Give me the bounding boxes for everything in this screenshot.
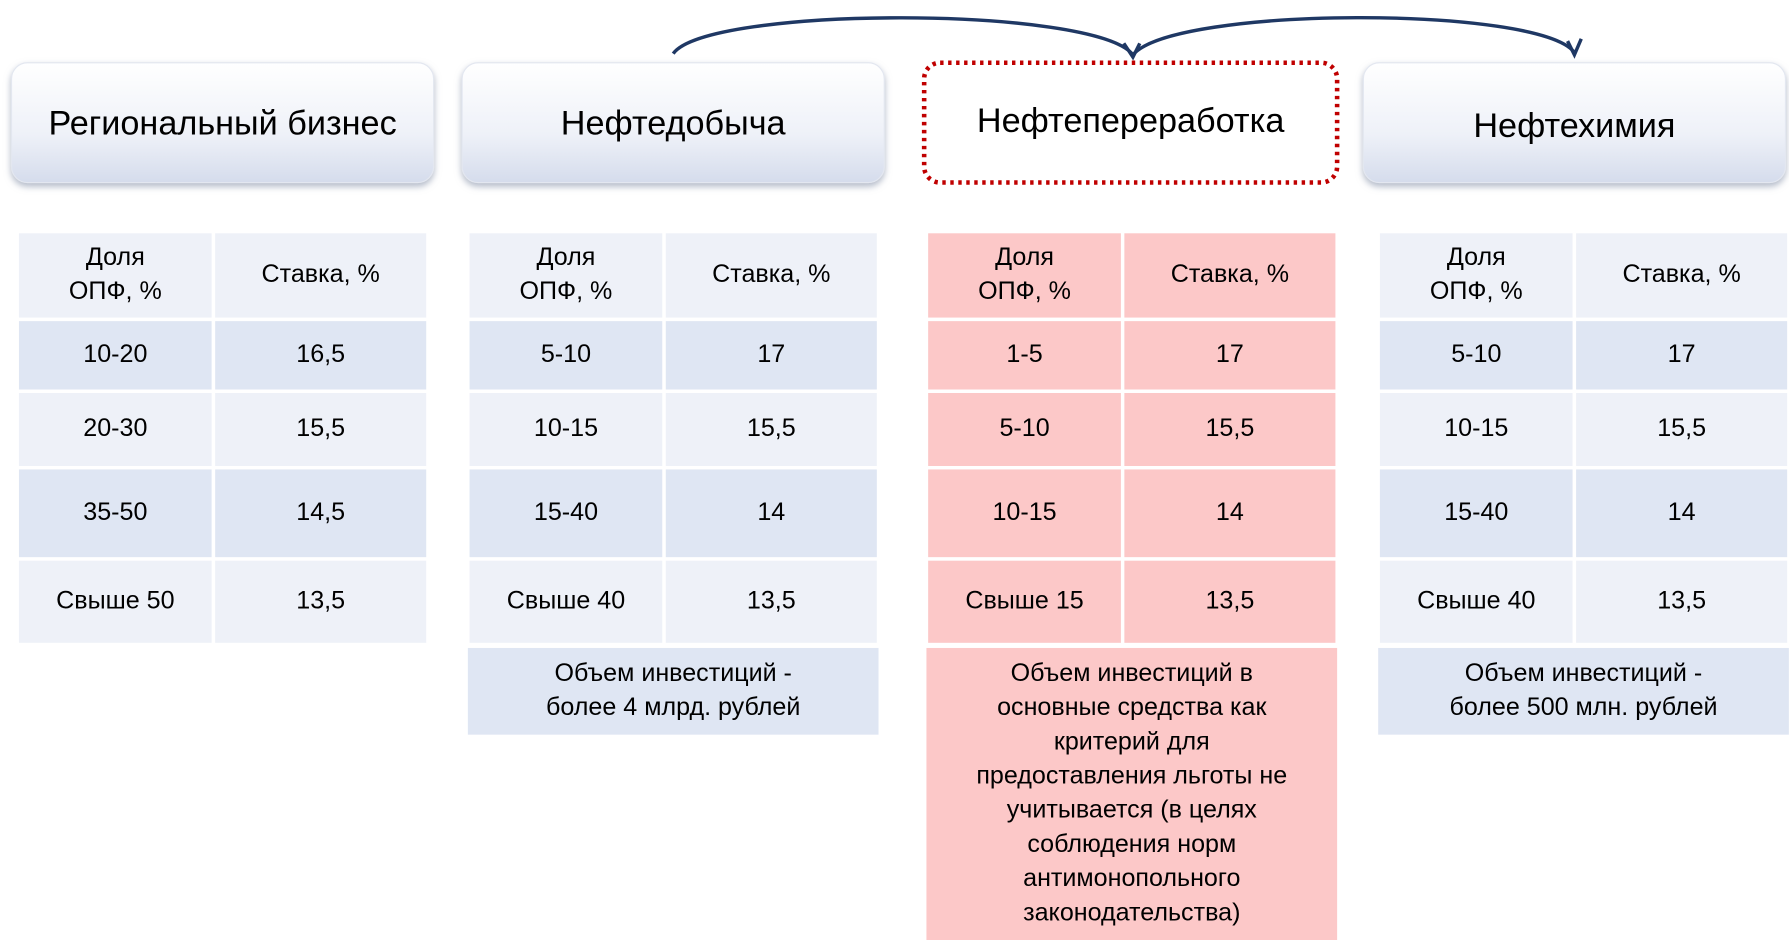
table-cell — [662, 389, 881, 470]
header-title: Региональный бизнес — [48, 105, 396, 143]
table-cell — [466, 466, 666, 561]
table-value: 5-10 — [999, 414, 1049, 442]
table-value: 14 — [1668, 498, 1696, 526]
table-value: 15-40 — [534, 498, 598, 526]
table-value: 10-15 — [534, 414, 598, 442]
table-cell — [1120, 557, 1339, 647]
arrow — [1131, 16, 1576, 56]
table-value: 15,5 — [1205, 414, 1254, 442]
table-value: Свыше 40 — [507, 586, 625, 614]
note-text: более 4 млрд. рублей — [546, 693, 800, 721]
header-box — [461, 62, 885, 184]
table-cell — [924, 389, 1125, 470]
table-cell — [1572, 466, 1789, 561]
table-value: 10-15 — [992, 498, 1056, 526]
table-value: 15,5 — [747, 414, 796, 442]
table-cell — [662, 557, 881, 647]
table-value: Свыше 40 — [1417, 586, 1535, 614]
table-cell — [1572, 317, 1789, 393]
column-header: ОПФ, % — [520, 277, 613, 305]
header-title: Нефтехимия — [1473, 107, 1675, 145]
note-text: законодательства) — [1023, 898, 1240, 926]
header-box — [10, 62, 435, 184]
table-value: Свыше 50 — [56, 586, 174, 614]
note-text: критерий для — [1054, 727, 1210, 755]
table-cell — [662, 229, 881, 322]
table-cell — [1376, 557, 1577, 647]
header-box — [1362, 62, 1787, 184]
table-value: 17 — [1668, 340, 1696, 368]
table-cell — [1120, 466, 1339, 561]
note-box — [467, 647, 879, 735]
table-cell — [1120, 229, 1339, 322]
table-value: 10-20 — [83, 340, 147, 368]
table-value: 14 — [757, 498, 785, 526]
table-cell — [662, 317, 881, 393]
header-title: Нефтедобыча — [561, 105, 787, 143]
column-header: Ставка, % — [712, 260, 830, 288]
table-value: 13,5 — [296, 586, 345, 614]
table-cell — [924, 557, 1125, 647]
table-cell — [15, 229, 216, 322]
note-text: учитывается (в целях — [1007, 796, 1258, 824]
table-value: 10-15 — [1444, 414, 1508, 442]
table-value: 13,5 — [747, 586, 796, 614]
note-box — [1378, 647, 1789, 735]
note-text: основные средства как — [997, 693, 1267, 721]
table-cell — [1376, 389, 1577, 470]
arrow-head — [1122, 42, 1142, 61]
column-header: ОПФ, % — [69, 277, 162, 305]
note-text: предоставления льготы не — [976, 761, 1287, 789]
table-value: 15-40 — [1444, 498, 1508, 526]
table-value: 15,5 — [1657, 414, 1706, 442]
column-header: Ставка, % — [1622, 260, 1740, 288]
column-header: Доля — [1447, 243, 1506, 271]
table-cell — [15, 317, 216, 393]
column-header: Ставка, % — [1171, 260, 1289, 288]
note-text: соблюдения норм — [1027, 830, 1236, 858]
table-value: 13,5 — [1657, 586, 1706, 614]
table-value: 5-10 — [541, 340, 591, 368]
note-text: антимонопольного — [1023, 864, 1240, 892]
note-box — [926, 647, 1338, 940]
table-value: 35-50 — [83, 498, 147, 526]
table-value: 5-10 — [1451, 340, 1501, 368]
table-cell — [466, 229, 666, 322]
table-cell — [1572, 389, 1789, 470]
table-value: 17 — [1216, 340, 1244, 368]
table-cell — [211, 466, 430, 561]
column-header: Доля — [86, 243, 145, 271]
arrow — [671, 16, 1135, 56]
table-cell — [1120, 317, 1339, 393]
note-text: Объем инвестиций - — [554, 659, 791, 687]
note-text: Объем инвестиций - — [1465, 659, 1702, 687]
table-value: 1-5 — [1006, 340, 1042, 368]
table-cell — [1572, 557, 1789, 647]
table-value: 16,5 — [296, 340, 345, 368]
arrow-head — [1566, 38, 1583, 59]
table-value: 20-30 — [83, 414, 147, 442]
header-box — [921, 60, 1340, 185]
table-value: Свыше 15 — [965, 586, 1083, 614]
table-cell — [1120, 389, 1339, 470]
column-header: Доля — [995, 243, 1054, 271]
column-header: Ставка, % — [262, 260, 380, 288]
table-cell — [662, 466, 881, 561]
table-cell — [211, 389, 430, 470]
column-header: ОПФ, % — [978, 277, 1071, 305]
table-cell — [211, 557, 430, 647]
table-value: 14 — [1216, 498, 1244, 526]
column-header: Доля — [537, 243, 596, 271]
table-value: 15,5 — [296, 414, 345, 442]
table-cell — [466, 557, 666, 647]
note-text: Объем инвестиций в — [1011, 659, 1253, 687]
note-text: более 500 млн. рублей — [1450, 693, 1718, 721]
table-value: 13,5 — [1205, 586, 1254, 614]
header-title: Нефтепереработка — [977, 102, 1285, 140]
table-value: 17 — [757, 340, 785, 368]
table-value: 14,5 — [296, 498, 345, 526]
column-header: ОПФ, % — [1430, 277, 1523, 305]
